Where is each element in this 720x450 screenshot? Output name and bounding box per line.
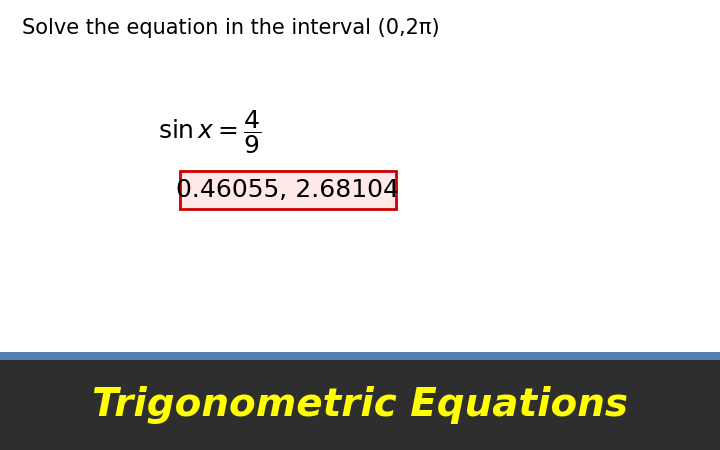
Text: 0.46055, 2.68104: 0.46055, 2.68104	[176, 178, 400, 202]
FancyBboxPatch shape	[180, 171, 396, 209]
Text: Trigonometric Equations: Trigonometric Equations	[92, 386, 628, 424]
Text: $\sin x = \dfrac{4}{9}$: $\sin x = \dfrac{4}{9}$	[158, 108, 261, 156]
FancyBboxPatch shape	[0, 360, 720, 450]
Text: Solve the equation in the interval (0,2π): Solve the equation in the interval (0,2π…	[22, 18, 439, 38]
FancyBboxPatch shape	[0, 352, 720, 360]
